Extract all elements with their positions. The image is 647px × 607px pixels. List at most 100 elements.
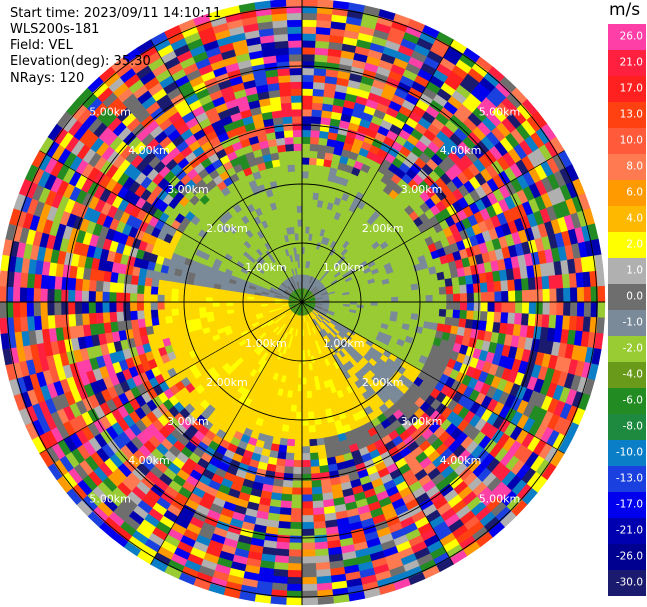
velocity-bin (305, 370, 311, 378)
velocity-bin (291, 494, 303, 502)
velocity-bin (301, 487, 313, 496)
velocity-bin (279, 507, 292, 516)
velocity-bin (47, 275, 56, 290)
velocity-bin (301, 164, 310, 172)
velocity-bin (310, 459, 320, 468)
velocity-bin (404, 295, 413, 303)
velocity-bin (370, 301, 379, 307)
velocity-bin (301, 157, 310, 165)
velocity-bin (95, 312, 104, 324)
velocity-bin (307, 191, 314, 200)
velocity-bin (487, 301, 496, 313)
velocity-bin (313, 67, 327, 77)
velocity-bin (555, 315, 564, 330)
velocity-bin (298, 363, 303, 372)
velocity-bin (205, 291, 214, 298)
velocity-bin (311, 486, 323, 495)
velocity-bin (480, 301, 489, 312)
velocity-bin (398, 301, 406, 308)
velocity-bin (0, 301, 7, 319)
velocity-bin (439, 294, 447, 303)
velocity-bin (116, 282, 125, 293)
velocity-bin (301, 170, 310, 179)
velocity-bin (301, 384, 307, 392)
velocity-bin (115, 301, 124, 312)
velocity-bin (88, 279, 97, 292)
velocity-bin (480, 292, 489, 303)
velocity-bin (310, 472, 321, 482)
velocity-bin (47, 314, 56, 329)
velocity-bin (219, 297, 227, 303)
velocity-bin (122, 292, 131, 303)
velocity-bin (424, 314, 433, 323)
velocity-bin (301, 67, 315, 76)
velocity-bin (129, 301, 138, 312)
velocity-bin (40, 274, 49, 289)
velocity-bin (19, 286, 28, 303)
velocity-bin (88, 301, 96, 314)
velocity-bin (184, 301, 193, 309)
velocity-bin (301, 597, 319, 606)
velocity-bin (296, 391, 303, 399)
velocity-bin (597, 301, 606, 319)
velocity-bin (292, 480, 303, 489)
velocity-bin (191, 301, 200, 309)
velocity-bin (390, 286, 399, 293)
velocity-bin (377, 301, 385, 307)
velocity-bin (212, 301, 220, 307)
velocity-bin (301, 150, 311, 158)
velocity-bin (278, 514, 292, 523)
velocity-bin (425, 308, 433, 316)
velocity-bin (514, 312, 523, 326)
velocity-bin (288, 542, 303, 551)
velocity-bin (81, 312, 90, 326)
velocity-bin (102, 301, 110, 313)
velocity-bin (301, 466, 312, 475)
velocity-bin (33, 301, 41, 317)
velocity-bin (397, 290, 406, 298)
velocity-bin (287, 563, 303, 571)
velocity-bin (314, 61, 328, 70)
velocity-bin (170, 294, 179, 303)
velocity-bin (309, 150, 319, 159)
velocity-bin (301, 219, 307, 227)
velocity-bin (143, 293, 151, 303)
velocity-bin (301, 480, 312, 489)
velocity-bin (315, 555, 330, 564)
velocity-bin (275, 548, 290, 557)
velocity-bin (226, 305, 234, 311)
velocity-bin (306, 205, 313, 214)
velocity-bin (383, 292, 392, 298)
velocity-bin (278, 444, 288, 453)
velocity-bin (315, 40, 330, 49)
velocity-bin (198, 306, 207, 314)
velocity-bin (312, 403, 320, 412)
velocity-bin (157, 308, 166, 318)
velocity-bin (297, 377, 303, 385)
velocity-bin (313, 527, 327, 537)
velocity-bin (301, 563, 317, 571)
velocity-bin (279, 437, 288, 447)
velocity-bin (452, 309, 461, 319)
velocity-bin (297, 384, 303, 392)
velocity-bin (232, 298, 241, 303)
velocity-bin (507, 312, 516, 325)
velocity-bin (0, 270, 8, 287)
velocity-bin (508, 290, 516, 303)
velocity-bin (291, 487, 303, 496)
velocity-bin (205, 311, 214, 318)
velocity-bin (143, 285, 152, 295)
velocity-bin (312, 81, 326, 90)
velocity-bin (459, 284, 468, 294)
velocity-bin (315, 164, 324, 174)
velocity-bin (583, 286, 592, 303)
velocity-bin (12, 301, 21, 318)
velocity-bin (459, 310, 468, 320)
velocity-bin (294, 439, 303, 447)
velocity-bin (115, 292, 124, 303)
velocity-bin (40, 301, 48, 316)
velocity-bin (363, 294, 372, 300)
velocity-bin (569, 287, 578, 303)
velocity-bin (466, 283, 475, 294)
velocity-bin (301, 446, 311, 454)
